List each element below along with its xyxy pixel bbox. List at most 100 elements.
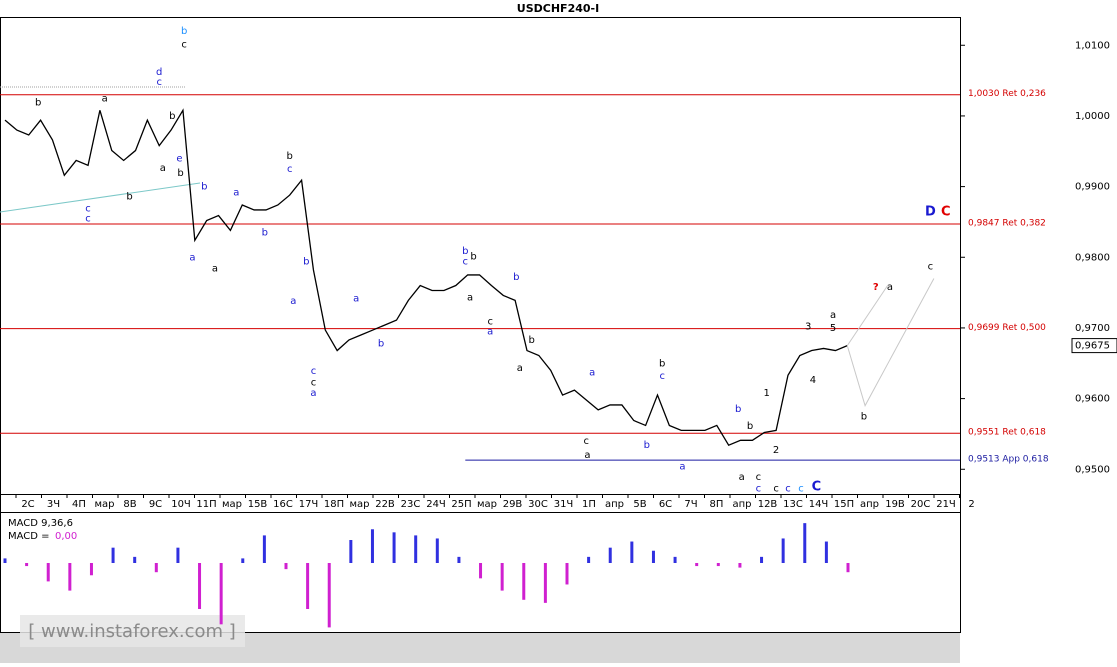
x-tick-label: 19В [885, 499, 905, 510]
macd-bar [781, 538, 785, 563]
trend-line [0, 182, 201, 213]
wave-label: 1 [763, 388, 769, 399]
macd-bar [306, 563, 310, 609]
wave-label: b [644, 440, 650, 451]
y-tick-label: 0,9800 [1075, 252, 1110, 263]
y-tick-label: 0,9500 [1075, 464, 1110, 475]
macd-bar [630, 541, 634, 563]
macd-bar [479, 563, 483, 579]
x-tick-label: 21Ч [936, 499, 956, 510]
wave-label: e [176, 153, 182, 164]
wave-label: c [181, 40, 187, 51]
macd-bar [349, 540, 353, 563]
x-tick-label: 9С [149, 499, 162, 510]
macd-bar [284, 563, 288, 570]
y-tick-label: 0,9900 [1075, 182, 1110, 193]
x-tick-label: 8В [123, 499, 136, 510]
forecast-line [846, 278, 935, 407]
wave-label: a [467, 293, 473, 304]
wave-label: c [156, 77, 162, 88]
macd-bar [651, 550, 655, 563]
x-tick-label: 16С [273, 499, 293, 510]
x-tick-label: апр [605, 499, 624, 510]
wave-label: a [584, 450, 590, 461]
wave-label: c [773, 483, 779, 494]
x-tick-label: 7Ч [684, 499, 697, 510]
wave-label: c [785, 483, 791, 494]
x-tick-label: 30С [528, 499, 548, 510]
x-tick-label: мар [477, 499, 497, 510]
x-tick-label: 15В [248, 499, 268, 510]
wave-label: 5 [830, 323, 836, 334]
wave-label: a [679, 461, 685, 472]
macd-bar [716, 563, 720, 567]
macd-bar [457, 556, 461, 563]
wave-label: 2 [773, 445, 779, 456]
wave-label: b [735, 404, 741, 415]
wave-label: a [212, 264, 218, 275]
wave-label: a [160, 163, 166, 174]
macd-bar [435, 538, 439, 563]
macd-bar [327, 563, 331, 628]
wave-label: b [378, 338, 384, 349]
level-label: 0,9847 Ret 0,382 [968, 219, 1046, 229]
wave-label: b [126, 191, 132, 202]
macd-bar [824, 541, 828, 563]
x-tick-label: 3Ч [47, 499, 60, 510]
forecast-line [846, 285, 889, 346]
macd-bar [500, 563, 504, 591]
price-line [4, 108, 848, 447]
x-tick-label: апр [860, 499, 879, 510]
macd-bar [262, 535, 266, 563]
wave-label: a [353, 293, 359, 304]
wave-label: b [169, 111, 175, 122]
level-label: 0,9513 App 0,618 [968, 455, 1049, 465]
macd-bar [198, 563, 202, 609]
wave-label: b [303, 257, 309, 268]
wave-label: c [287, 164, 293, 175]
x-tick-label: 22В [375, 499, 395, 510]
wave-label: b [470, 252, 476, 263]
wave-label: b [181, 26, 187, 37]
wave-label: a [830, 310, 836, 321]
x-tick-label: 17Ч [299, 499, 319, 510]
macd-bar [673, 556, 677, 563]
macd-bar [738, 563, 742, 568]
x-tick-label: 10Ч [171, 499, 191, 510]
wave-label: c [798, 483, 804, 494]
x-tick-label: 6С [659, 499, 672, 510]
x-tick-label: мар [349, 499, 369, 510]
wave-label: a [102, 93, 108, 104]
x-tick-label: 4П [72, 499, 86, 510]
macd-panel [0, 512, 961, 633]
x-tick-label: 25П [451, 499, 471, 510]
wave-label: c [756, 472, 762, 483]
wave-label: a [517, 363, 523, 374]
macd-bar [392, 532, 396, 563]
level-label: 0,9551 Ret 0,618 [968, 428, 1046, 438]
wave-label: b [262, 228, 268, 239]
wave-label: b [861, 411, 867, 422]
watermark: [ www.instaforex.com ] [28, 621, 236, 642]
macd-bar [608, 547, 612, 563]
macd-bar [3, 558, 7, 563]
macd-name: MACD = [8, 531, 50, 542]
wave-label: c [311, 377, 317, 388]
wave-label: a [887, 282, 893, 293]
x-tick-label: 12В [758, 499, 778, 510]
x-tick-label: 8П [710, 499, 724, 510]
macd-bar [133, 556, 137, 563]
wave-label: b [513, 272, 519, 283]
macd-bar [111, 547, 115, 563]
wave-label: c [756, 483, 762, 494]
wave-label: a [739, 472, 745, 483]
x-tick-label: 14Ч [809, 499, 829, 510]
wave-label: c [584, 436, 590, 447]
price-tag-label: 0,9675 [1075, 341, 1110, 352]
macd-bar [68, 563, 72, 591]
y-tick-label: 0,9600 [1075, 394, 1110, 405]
macd-bar [25, 563, 29, 567]
macd-bar [414, 535, 418, 563]
